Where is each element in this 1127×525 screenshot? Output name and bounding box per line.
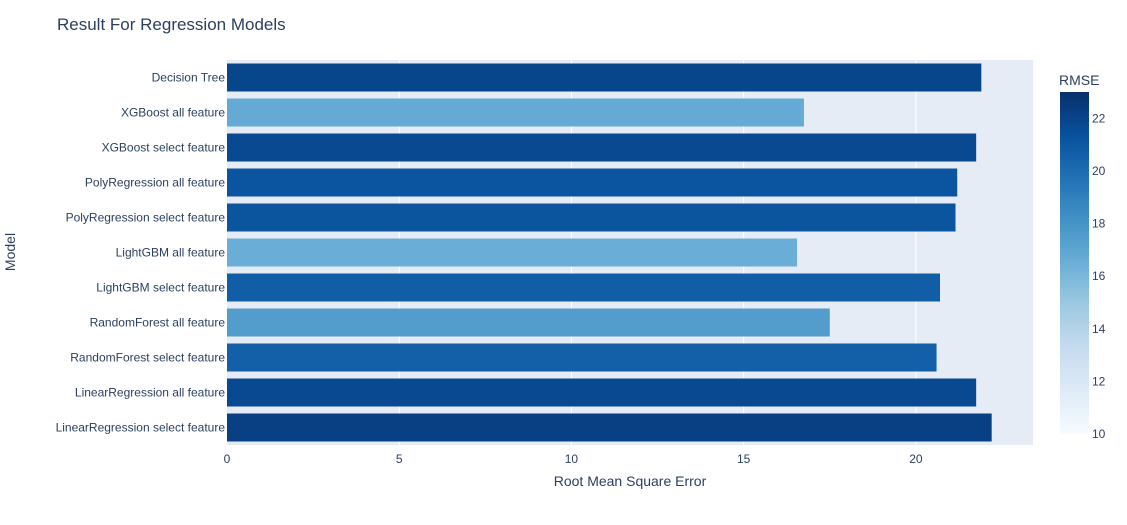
- y-axis-tick-labels: Decision Tree XGBoost all feature XGBoost …: [56, 71, 226, 435]
- bar: [227, 378, 977, 407]
- colorbar-title: RMSE: [1059, 72, 1099, 88]
- bar: [227, 343, 937, 372]
- x-axis-title: Root Mean Square Error: [554, 473, 707, 489]
- y-tick-label: RandomForest select feature: [70, 351, 225, 365]
- x-axis-tick-labels: 0 5 10 15 20: [224, 452, 923, 466]
- x-tick-label: 20: [909, 452, 923, 466]
- y-tick-label: LightGBM select feature: [96, 281, 225, 295]
- colorbar-tick-label: 12: [1092, 374, 1106, 388]
- colorbar-tick-label: 18: [1092, 217, 1106, 231]
- y-tick-label: Decision Tree: [152, 71, 226, 85]
- colorbar-tick-label: 14: [1092, 322, 1106, 336]
- colorbar-tick-label: 16: [1092, 269, 1106, 283]
- colorbar-tick-label: 22: [1092, 111, 1106, 125]
- bar: [227, 308, 830, 337]
- y-tick-label: RandomForest all feature: [90, 316, 226, 330]
- bar: [227, 203, 956, 232]
- bar: [227, 98, 804, 127]
- y-axis-title: Model: [2, 233, 18, 271]
- colorbar: RMSE 10 12 14 16 18 20 22: [1059, 72, 1106, 441]
- colorbar-tick-label: 10: [1092, 427, 1106, 441]
- bar: [227, 273, 940, 302]
- bar: [227, 413, 992, 442]
- bar: [227, 133, 977, 162]
- y-tick-label: LinearRegression select feature: [56, 421, 226, 435]
- bar: [227, 238, 798, 267]
- x-tick-label: 0: [224, 452, 231, 466]
- bars: [227, 63, 992, 442]
- colorbar-gradient: [1060, 92, 1089, 434]
- y-tick-label: LightGBM all feature: [116, 246, 226, 260]
- y-tick-label: XGBoost all feature: [121, 106, 225, 120]
- bar: [227, 63, 982, 92]
- y-tick-label: LinearRegression all feature: [75, 386, 225, 400]
- colorbar-tick-labels: 10 12 14 16 18 20 22: [1092, 111, 1106, 441]
- colorbar-tick-label: 20: [1092, 164, 1106, 178]
- y-tick-label: PolyRegression all feature: [85, 176, 225, 190]
- x-tick-label: 5: [396, 452, 403, 466]
- bar: [227, 168, 958, 197]
- chart-title: Result For Regression Models: [57, 15, 286, 34]
- y-tick-label: XGBoost select feature: [102, 141, 226, 155]
- x-tick-label: 15: [737, 452, 751, 466]
- y-tick-label: PolyRegression select feature: [66, 211, 226, 225]
- x-tick-label: 10: [565, 452, 579, 466]
